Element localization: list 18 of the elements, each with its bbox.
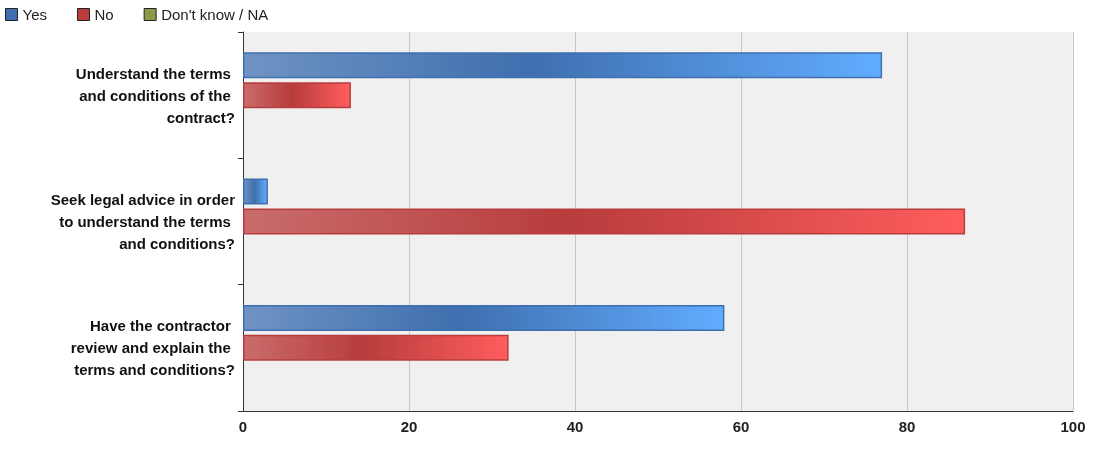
- x-tick-label: 100: [1060, 418, 1086, 435]
- y-tick-label: Have the contractor review and explain the terms and conditions?: [70, 317, 235, 379]
- x-tick-label: 40: [566, 418, 584, 435]
- bar: [243, 334, 509, 361]
- bar: [243, 178, 268, 205]
- legend-label: Don't know / NA: [161, 6, 269, 23]
- x-tick-label: 0: [238, 418, 248, 435]
- bar: [243, 82, 351, 109]
- y-tick-label: Seek legal advice in order to understand the terms and conditions?: [50, 191, 236, 252]
- x-tick-label: 80: [898, 418, 916, 435]
- y-tick-label: Understand the terms and conditions of the contract?: [75, 64, 235, 126]
- bar: [243, 208, 966, 235]
- bar: [243, 52, 883, 79]
- x-tick-label: 20: [400, 418, 418, 435]
- legend-label: No: [94, 6, 114, 23]
- legend-label: Yes: [22, 6, 47, 23]
- x-tick-label: 60: [732, 418, 750, 435]
- bar: [243, 304, 725, 331]
